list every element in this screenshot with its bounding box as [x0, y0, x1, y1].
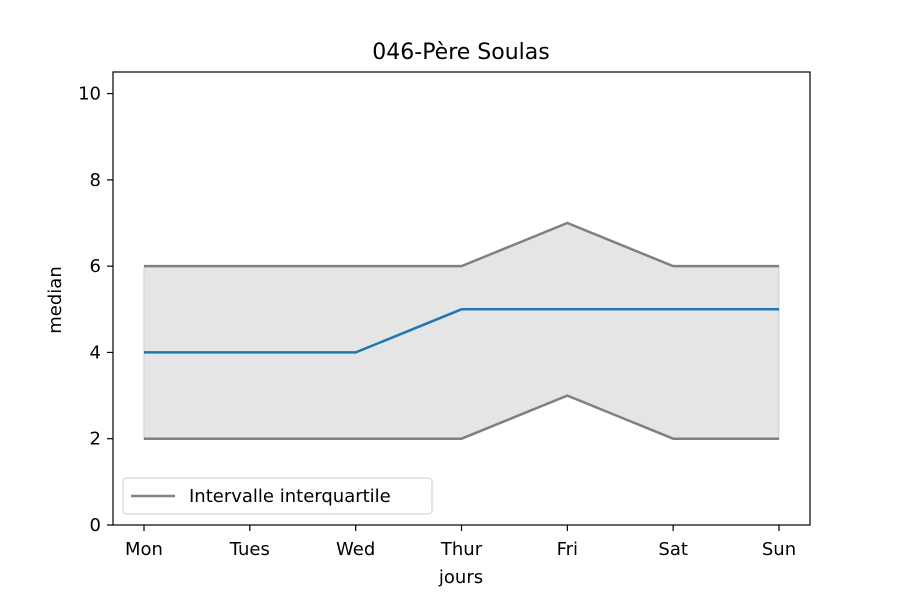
interquartile-band	[143, 222, 780, 440]
x-axis-label: jours	[438, 567, 483, 588]
y-tick-label: 4	[90, 342, 101, 363]
x-tick-label: Mon	[125, 539, 163, 560]
legend: Intervalle interquartile	[122, 477, 433, 515]
x-tick-label: Sun	[762, 539, 796, 560]
x-tick-label: Wed	[336, 539, 375, 560]
y-tick-label: 2	[90, 429, 101, 450]
y-tick-label: 6	[90, 256, 101, 277]
x-tick-label: Tues	[229, 539, 270, 560]
plot-area	[112, 71, 811, 526]
q3-line	[144, 221, 779, 268]
legend-label: Intervalle interquartile	[189, 486, 391, 507]
x-axis-ticks: Mon Tues Wed Thur Fri Sat Sun	[125, 525, 796, 560]
x-tick-label: Thur	[440, 539, 483, 560]
legend-box	[122, 477, 433, 515]
x-tick-label: Sat	[658, 539, 688, 560]
y-axis-ticks: 0 2 4 6 8 10	[78, 84, 113, 536]
chart-title: 046-Père Soulas	[372, 40, 549, 65]
x-tick-label: Fri	[557, 539, 578, 560]
y-tick-label: 10	[78, 84, 101, 105]
q1-line	[144, 394, 779, 440]
median-line	[144, 308, 779, 354]
y-tick-label: 0	[90, 515, 101, 536]
y-axis-label: median	[45, 266, 66, 333]
y-tick-label: 8	[90, 170, 101, 191]
